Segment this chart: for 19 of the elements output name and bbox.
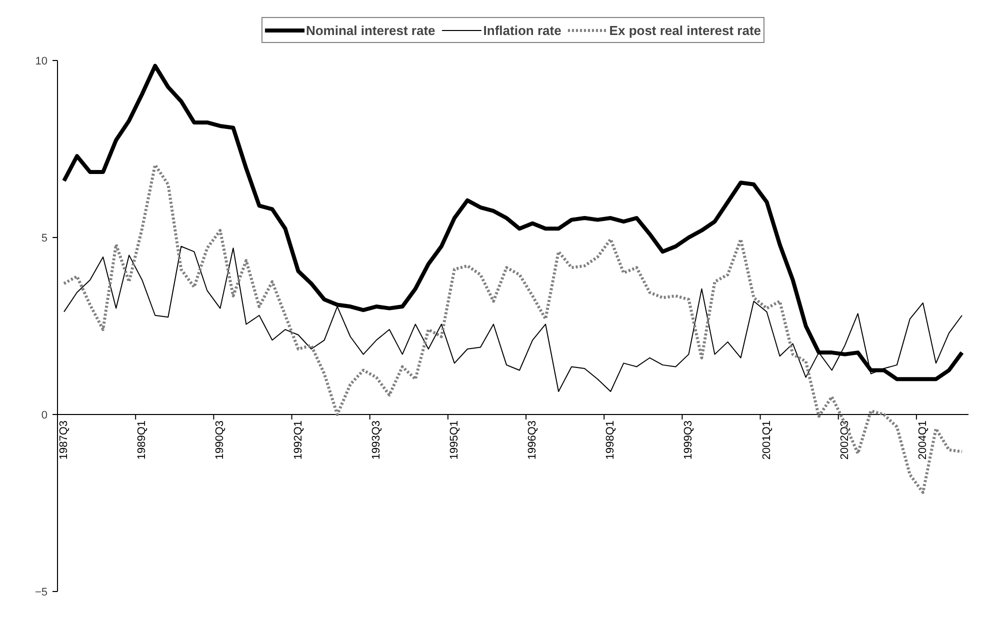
x-tick-label: 1987Q3 [58, 420, 70, 460]
x-tick-label: 1996Q3 [526, 420, 539, 460]
x-tick-label: 2002Q3 [838, 420, 851, 460]
legend-label: Nominal interest rate [306, 22, 436, 38]
y-tick-label: −5 [34, 586, 48, 598]
x-tick-label: 1993Q3 [370, 420, 382, 460]
y-tick-label: 0 [41, 410, 48, 422]
x-tick-label: 1995Q1 [448, 420, 460, 460]
x-tick-label: 1989Q1 [136, 420, 148, 460]
x-tick-label: 1999Q3 [682, 420, 695, 460]
legend-label: Inflation rate [483, 22, 562, 38]
x-tick-label: 1992Q1 [292, 420, 304, 460]
x-tick-label: 2001Q1 [760, 420, 773, 460]
y-tick-label: 5 [41, 232, 48, 244]
x-tick-label: 1998Q1 [604, 420, 617, 460]
y-tick-label: 10 [35, 56, 48, 68]
x-tick-label: 2004Q1 [916, 420, 929, 460]
x-tick-label: 1990Q3 [214, 420, 226, 460]
legend-label: Ex post real interest rate [609, 22, 762, 38]
